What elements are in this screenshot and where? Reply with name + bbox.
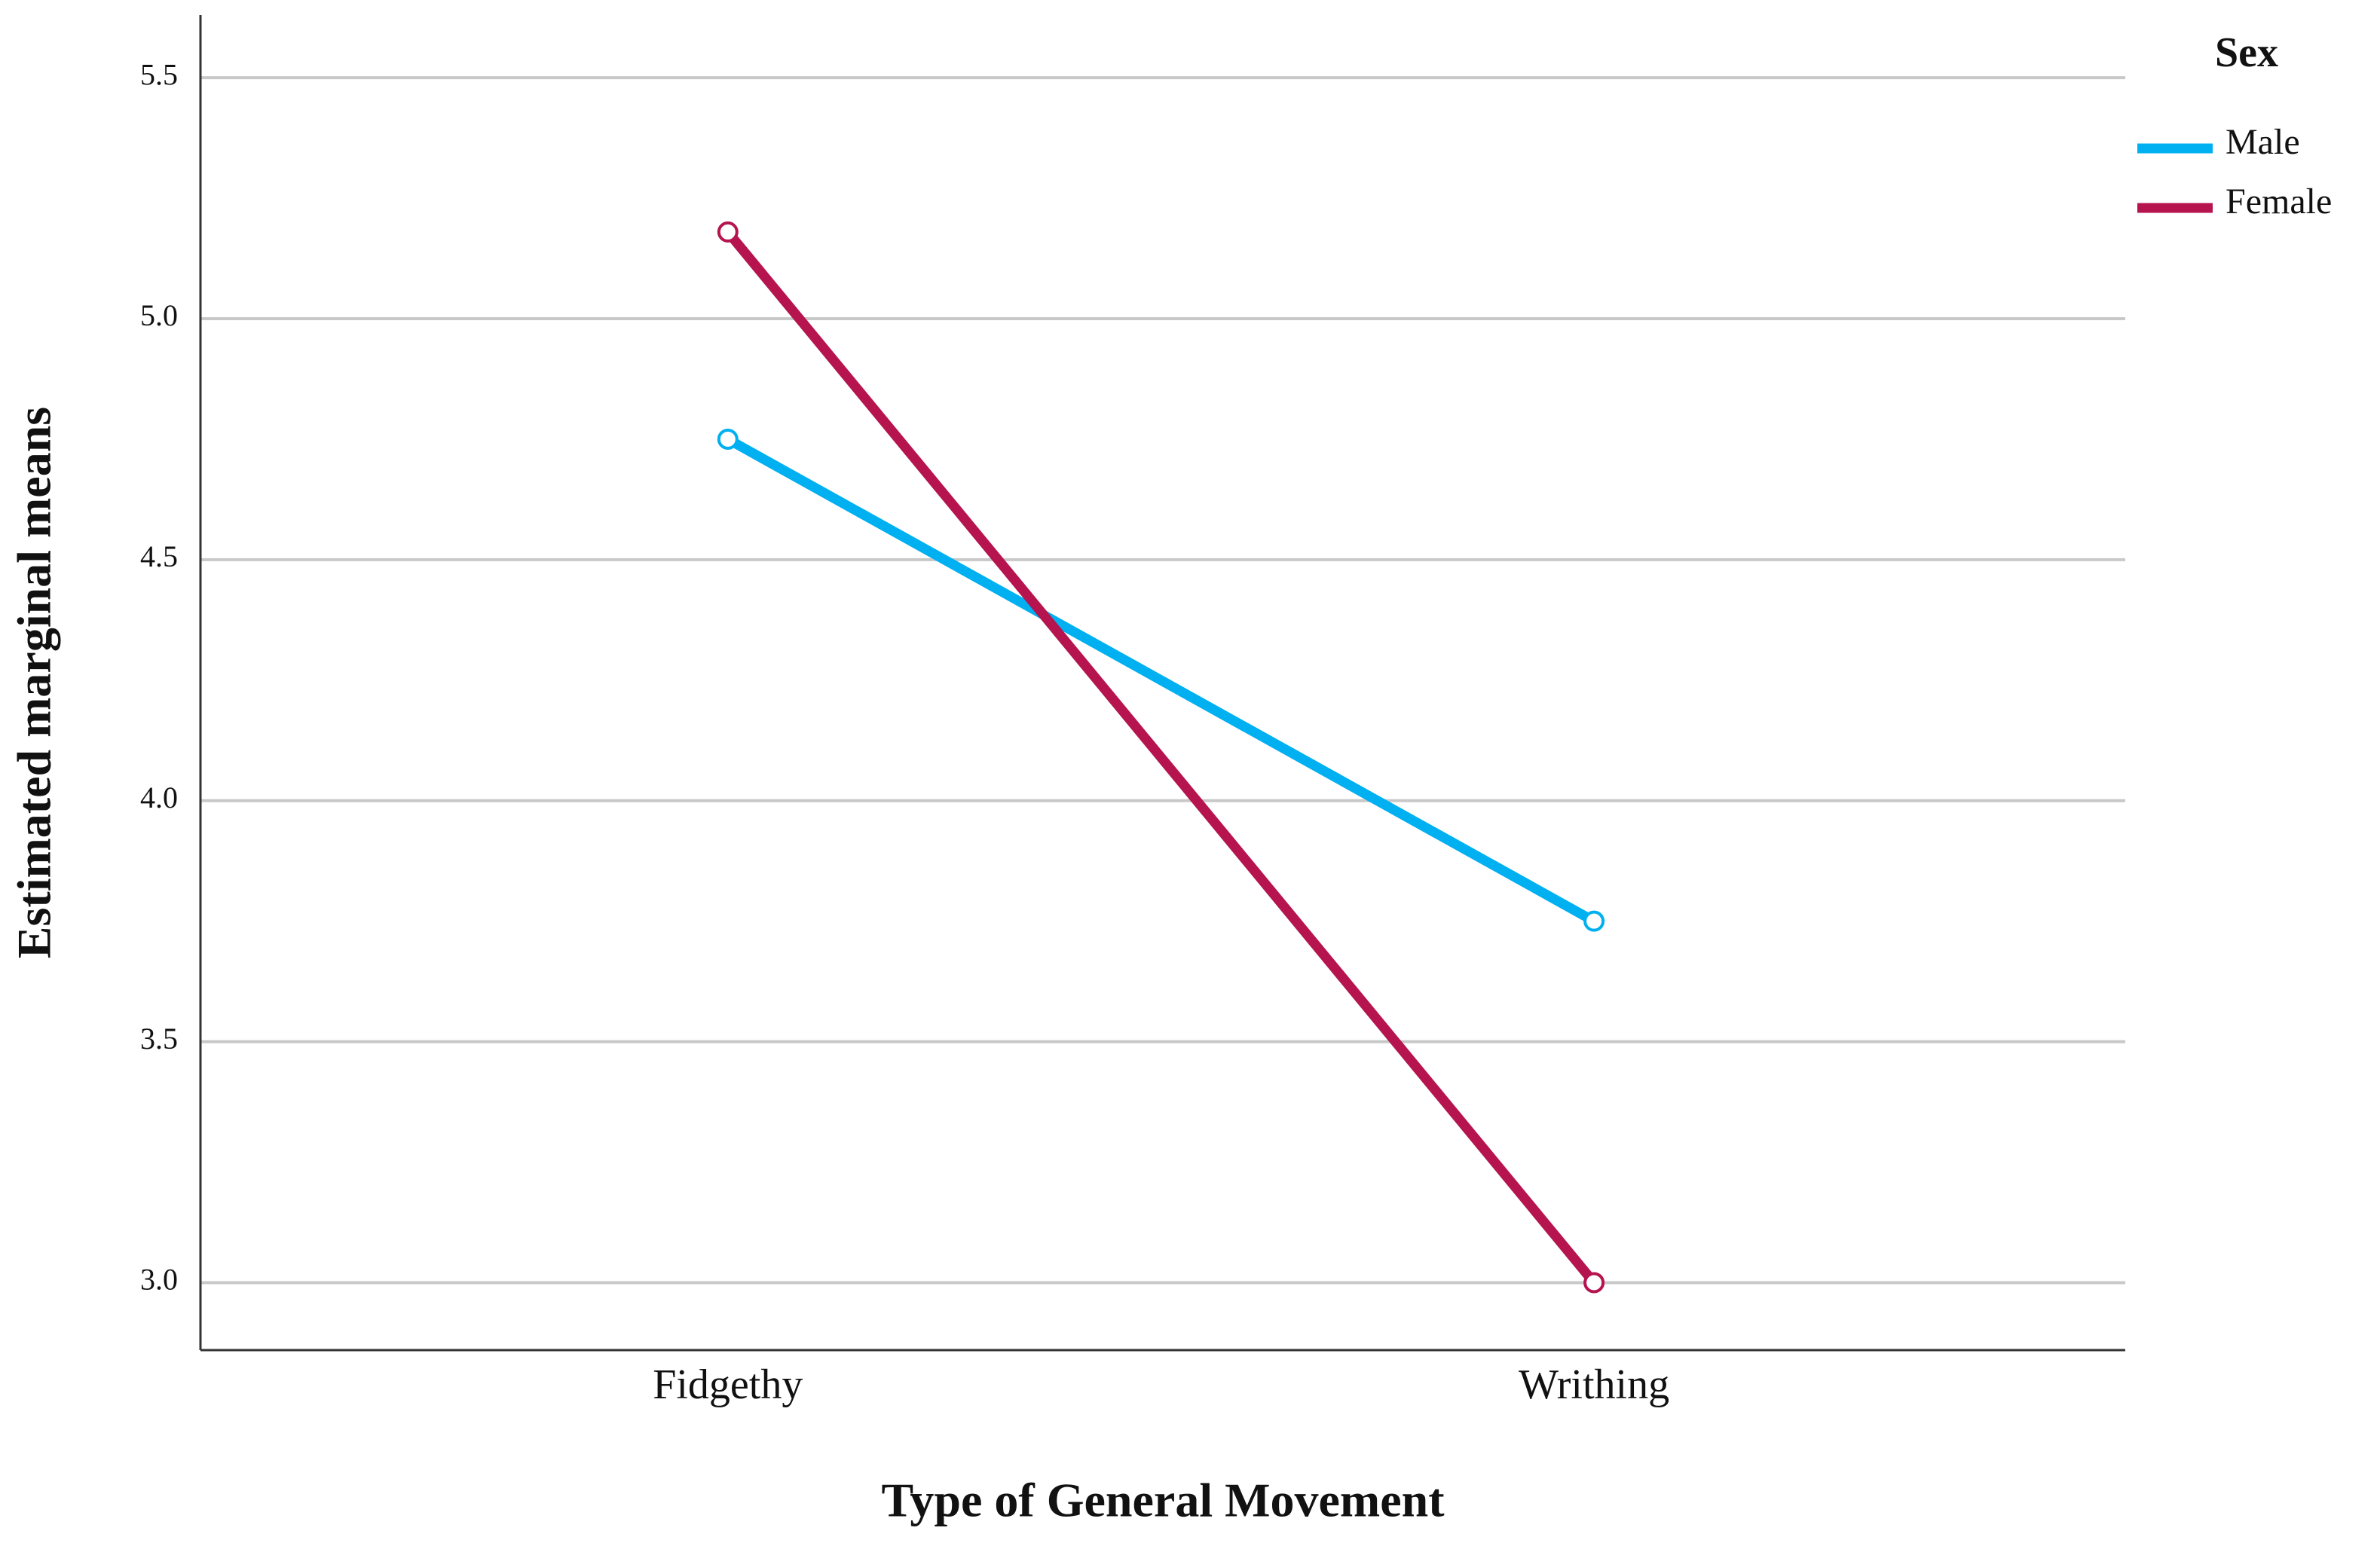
point-marker	[1583, 910, 1605, 932]
y-tick-label: 3.5	[140, 1022, 178, 1056]
y-tick-label: 5.0	[140, 298, 178, 332]
series-line	[725, 435, 1597, 926]
y-axis-title: Estimated marginal means	[8, 407, 61, 958]
x-tick-label: Writhing	[1519, 1361, 1669, 1408]
point-marker	[717, 428, 739, 450]
legend-label: Male	[2226, 122, 2300, 162]
x-tick-label: Fidgethy	[653, 1361, 803, 1408]
point-marker	[1583, 1272, 1605, 1294]
x-axis-title: Type of General Movement	[881, 1474, 1445, 1527]
legend-label: Female	[2226, 182, 2332, 222]
y-tick-label: 4.0	[140, 781, 178, 814]
point-marker	[717, 221, 739, 243]
y-tick-label: 4.5	[140, 539, 178, 573]
y-tick-label: 5.5	[140, 57, 178, 91]
legend-title: Sex	[2215, 29, 2278, 76]
series-line	[723, 228, 1598, 1286]
y-tick-label: 3.0	[140, 1263, 178, 1297]
